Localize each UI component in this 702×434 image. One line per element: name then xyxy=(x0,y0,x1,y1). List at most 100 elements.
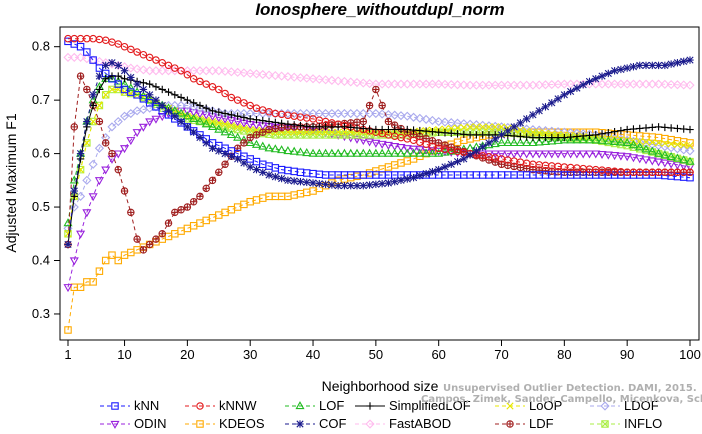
point-fastabod-13 xyxy=(138,65,148,75)
point-odin-72 xyxy=(509,150,519,159)
point-ldof-70 xyxy=(496,122,507,132)
point-loop-6 xyxy=(95,101,104,110)
point-lof-91 xyxy=(628,140,638,149)
point-fastabod-25 xyxy=(214,66,224,76)
point-cof-71 xyxy=(504,127,512,135)
point-loop-46 xyxy=(347,128,355,136)
point-kdeos-24 xyxy=(208,213,217,222)
point-simplifiedlof-32 xyxy=(259,116,267,125)
point-lof-93 xyxy=(641,144,651,153)
point-cof-25 xyxy=(215,147,223,155)
point-ldof-49 xyxy=(364,108,375,119)
point-simplifiedlof-23 xyxy=(202,104,210,112)
point-ldf-50 xyxy=(372,85,380,94)
point-cof-73 xyxy=(516,119,525,127)
point-simplifiedlof-19 xyxy=(177,93,185,102)
point-simplifiedlof-41 xyxy=(315,123,324,131)
point-lof-57 xyxy=(415,148,425,157)
point-simplifiedlof-79 xyxy=(554,133,562,142)
point-lof-34 xyxy=(270,144,280,153)
point-cof-11 xyxy=(127,73,135,82)
point-cof-97 xyxy=(667,60,675,68)
point-lof-82 xyxy=(572,135,582,144)
point-lof-53 xyxy=(390,148,400,157)
point-lof-52 xyxy=(383,148,393,157)
point-simplifiedlof-20 xyxy=(183,96,192,104)
point-simplifiedlof-21 xyxy=(189,99,198,107)
point-cof-90 xyxy=(623,64,631,72)
point-fastabod-24 xyxy=(207,66,218,76)
point-lof-48 xyxy=(358,148,368,157)
point-simplifiedlof-62 xyxy=(447,129,455,137)
point-cof-98 xyxy=(673,59,682,67)
point-cof-62 xyxy=(447,160,455,168)
point-ldf-48 xyxy=(359,117,368,126)
point-odin-90 xyxy=(622,153,632,162)
point-cof-66 xyxy=(472,147,481,155)
point-simplifiedlof-8 xyxy=(108,72,116,80)
point-lof-45 xyxy=(339,148,349,157)
point-odin-47 xyxy=(352,135,362,144)
point-odin-3 xyxy=(76,230,86,239)
point-odin-78 xyxy=(547,150,557,159)
point-knnw-12 xyxy=(133,48,141,56)
point-fastabod-55 xyxy=(402,79,412,89)
point-odin-2 xyxy=(69,257,79,266)
point-ldf-26 xyxy=(221,160,229,169)
point-cof-9 xyxy=(114,61,122,70)
point-ldof-56 xyxy=(408,112,419,122)
point-simplifiedlof-99 xyxy=(680,125,688,133)
point-odin-15 xyxy=(151,115,161,124)
point-knnw-16 xyxy=(158,58,166,67)
point-ldf-34 xyxy=(271,124,280,133)
legend-item-ldof: LDOF xyxy=(590,398,659,413)
point-cof-84 xyxy=(585,77,594,86)
point-ldof-44 xyxy=(333,108,343,119)
point-ldf-3 xyxy=(76,72,85,80)
point-cof-14 xyxy=(145,91,154,99)
point-kdeos-19 xyxy=(177,227,185,235)
point-loop-93 xyxy=(642,138,650,146)
y-axis: 0.3 0.4 0.5 0.6 0.7 0.8 xyxy=(32,39,60,321)
point-cof-45 xyxy=(340,181,349,190)
point-odin-13 xyxy=(138,123,148,132)
point-ldof-2 xyxy=(69,202,79,212)
point-lof-20 xyxy=(182,111,192,120)
point-kdeos-23 xyxy=(202,216,210,225)
point-loop-61 xyxy=(441,125,449,133)
point-kdeos-22 xyxy=(196,219,204,227)
point-loop-92 xyxy=(636,137,644,145)
legend-label-inflo: INFLO xyxy=(624,416,662,431)
series-line-simplifiedlof xyxy=(67,75,691,245)
point-ldf-29 xyxy=(240,139,248,147)
point-ldf-30 xyxy=(246,133,254,142)
point-ldof-40 xyxy=(308,108,318,119)
point-simplifiedlof-84 xyxy=(585,131,594,140)
point-simplifiedlof-35 xyxy=(277,119,286,128)
point-odin-10 xyxy=(120,145,130,154)
point-fastabod-66 xyxy=(471,80,481,90)
plot-frame xyxy=(59,26,700,341)
x-tick-label-2: 20 xyxy=(180,347,194,362)
point-lof-88 xyxy=(610,136,620,145)
point-cof-100 xyxy=(686,56,694,64)
point-lof-81 xyxy=(566,135,576,144)
legend-item-ldf: LDF xyxy=(495,416,554,431)
point-knnw-15 xyxy=(152,56,160,64)
point-ldof-65 xyxy=(465,119,475,129)
point-odin-11 xyxy=(126,137,136,146)
point-loop-67 xyxy=(479,123,487,131)
point-lof-22 xyxy=(195,116,205,125)
point-fastabod-33 xyxy=(264,70,274,80)
point-cof-96 xyxy=(661,61,669,70)
point-simplifiedlof-45 xyxy=(340,123,349,131)
legend-label-ldf: LDF xyxy=(529,416,554,431)
x-tick-label-8: 80 xyxy=(557,347,571,362)
point-cof-76 xyxy=(535,107,543,115)
point-odin-71 xyxy=(503,150,513,159)
point-fastabod-69 xyxy=(490,80,500,90)
point-loop-40 xyxy=(309,128,317,136)
point-knnw-11 xyxy=(127,45,135,54)
point-ldf-69 xyxy=(491,158,499,166)
point-fastabod-28 xyxy=(233,67,243,77)
